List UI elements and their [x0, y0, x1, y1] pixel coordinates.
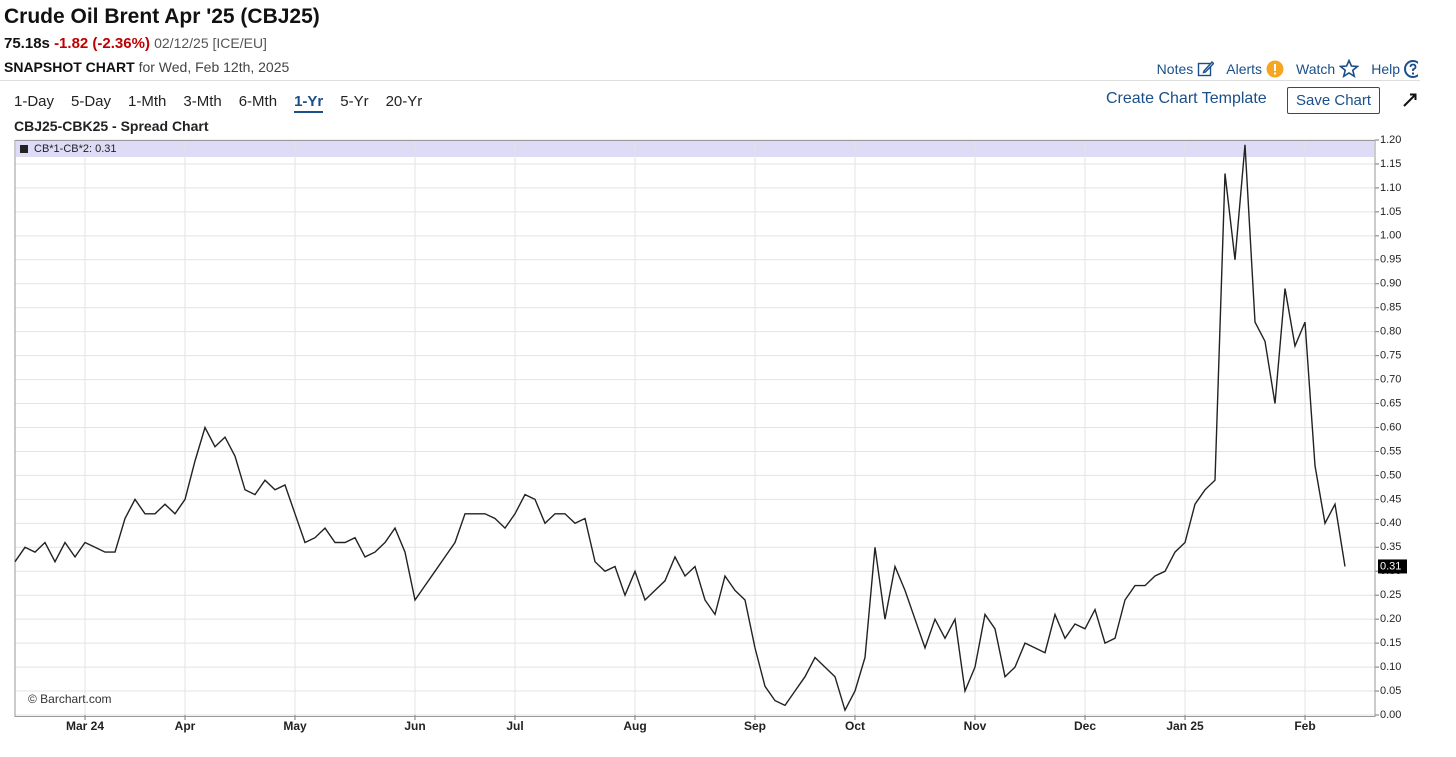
y-tick-label: 1.15: [1380, 158, 1401, 170]
last-value-label: 0.31: [1380, 560, 1401, 572]
y-tick-label: 0.45: [1380, 493, 1401, 505]
x-tick-label: Mar 24: [66, 719, 104, 733]
period-tab[interactable]: 6-Mth: [238, 93, 278, 110]
price: 75.18s: [4, 35, 50, 52]
y-tick-label: 1.20: [1380, 134, 1401, 146]
change: -1.82 (-2.36%): [54, 35, 150, 52]
period-tab[interactable]: 20-Yr: [385, 93, 423, 110]
y-tick-label: 0.15: [1380, 637, 1401, 649]
create-template-link[interactable]: Create Chart Template: [1106, 90, 1267, 107]
y-tick-label: 1.00: [1380, 230, 1401, 242]
y-tick-label: 0.85: [1380, 302, 1401, 314]
separator: [0, 80, 1420, 81]
legend-swatch: [20, 145, 28, 153]
y-tick-label: 0.60: [1380, 421, 1401, 433]
snapshot-label: SNAPSHOT CHART: [4, 59, 135, 75]
watch-icon: [1339, 59, 1360, 78]
link-text: Alerts: [1226, 60, 1263, 77]
watch-link[interactable]: Watch: [1296, 59, 1360, 78]
period-tab[interactable]: 1-Yr: [294, 93, 324, 113]
y-tick-label: 1.05: [1380, 206, 1401, 218]
x-tick-label: Apr: [175, 719, 196, 733]
y-tick-label: 0.50: [1380, 469, 1401, 481]
snapshot-date: for Wed, Feb 12th, 2025: [138, 59, 290, 75]
chart-title: CBJ25-CBK25 - Spread Chart: [14, 118, 209, 134]
x-tick-label: Feb: [1294, 719, 1315, 733]
x-tick-label: Jan 25: [1166, 719, 1204, 733]
x-tick-label: May: [283, 719, 307, 733]
top-links: Notes Alerts Watch Help: [1157, 59, 1418, 78]
link-text: Help: [1371, 60, 1400, 77]
link-text: Notes: [1156, 60, 1194, 77]
x-tick-label: Jul: [506, 719, 523, 733]
y-tick-label: 0.25: [1380, 589, 1401, 601]
x-tick-label: Dec: [1074, 719, 1096, 733]
instrument-title: Crude Oil Brent Apr '25 (CBJ25): [4, 5, 320, 28]
y-tick-label: 0.95: [1380, 254, 1401, 266]
notes-link[interactable]: Notes: [1157, 60, 1215, 77]
plot-frame: [14, 140, 1376, 717]
y-tick-label: 0.20: [1380, 613, 1401, 625]
watermark: © Barchart.com: [28, 692, 112, 706]
y-tick-label: 0.05: [1380, 685, 1401, 697]
period-tab[interactable]: 1-Day: [14, 93, 55, 110]
y-tick-label: 0.65: [1380, 397, 1401, 409]
x-tick-label: Oct: [845, 719, 865, 733]
y-tick-label: 0.80: [1380, 326, 1401, 338]
legend-label: CB*1-CB*2: 0.31: [34, 143, 117, 155]
y-tick-label: 0.00: [1380, 709, 1401, 721]
y-tick-label: 0.70: [1380, 373, 1401, 385]
alerts-icon: [1266, 60, 1284, 77]
expand-icon[interactable]: [1402, 92, 1418, 108]
y-tick-label: 0.90: [1380, 278, 1401, 290]
x-tick-label: Nov: [964, 719, 987, 733]
y-tick-label: 0.10: [1380, 661, 1401, 673]
period-tab[interactable]: 3-Mth: [183, 93, 222, 110]
quote-date: 02/12/25 [ICE/EU]: [154, 35, 267, 51]
legend-band: [16, 141, 1374, 157]
period-tab[interactable]: 5-Yr: [340, 93, 369, 110]
y-tick-label: 0.55: [1380, 445, 1401, 457]
notes-icon: [1198, 60, 1215, 77]
help-icon: [1404, 59, 1418, 78]
x-tick-label: Aug: [623, 719, 646, 733]
x-tick-label: Jun: [404, 719, 425, 733]
y-tick-label: 0.75: [1380, 350, 1401, 362]
y-tick-label: 0.40: [1380, 517, 1401, 529]
save-chart-button[interactable]: Save Chart: [1287, 87, 1381, 114]
quote: 75.18s -1.82 (-2.36%) 02/12/25 [ICE/EU]: [4, 35, 267, 52]
period-tabs: 1-Day 5-Day 1-Mth 3-Mth 6-Mth 1-Yr 5-Yr …: [14, 93, 422, 113]
y-tick-label: 0.35: [1380, 541, 1401, 553]
series-line: [14, 144, 1346, 713]
snapshot: SNAPSHOT CHART for Wed, Feb 12th, 2025: [4, 59, 289, 75]
alerts-link[interactable]: Alerts: [1226, 60, 1284, 78]
last-value-badge: [1378, 559, 1407, 574]
period-tab[interactable]: 1-Mth: [128, 93, 167, 110]
y-tick-label: 1.10: [1380, 182, 1401, 194]
help-link[interactable]: Help: [1371, 59, 1418, 78]
x-tick-label: Sep: [744, 719, 766, 733]
link-text: Watch: [1296, 60, 1336, 77]
period-tab[interactable]: 5-Day: [71, 93, 112, 110]
